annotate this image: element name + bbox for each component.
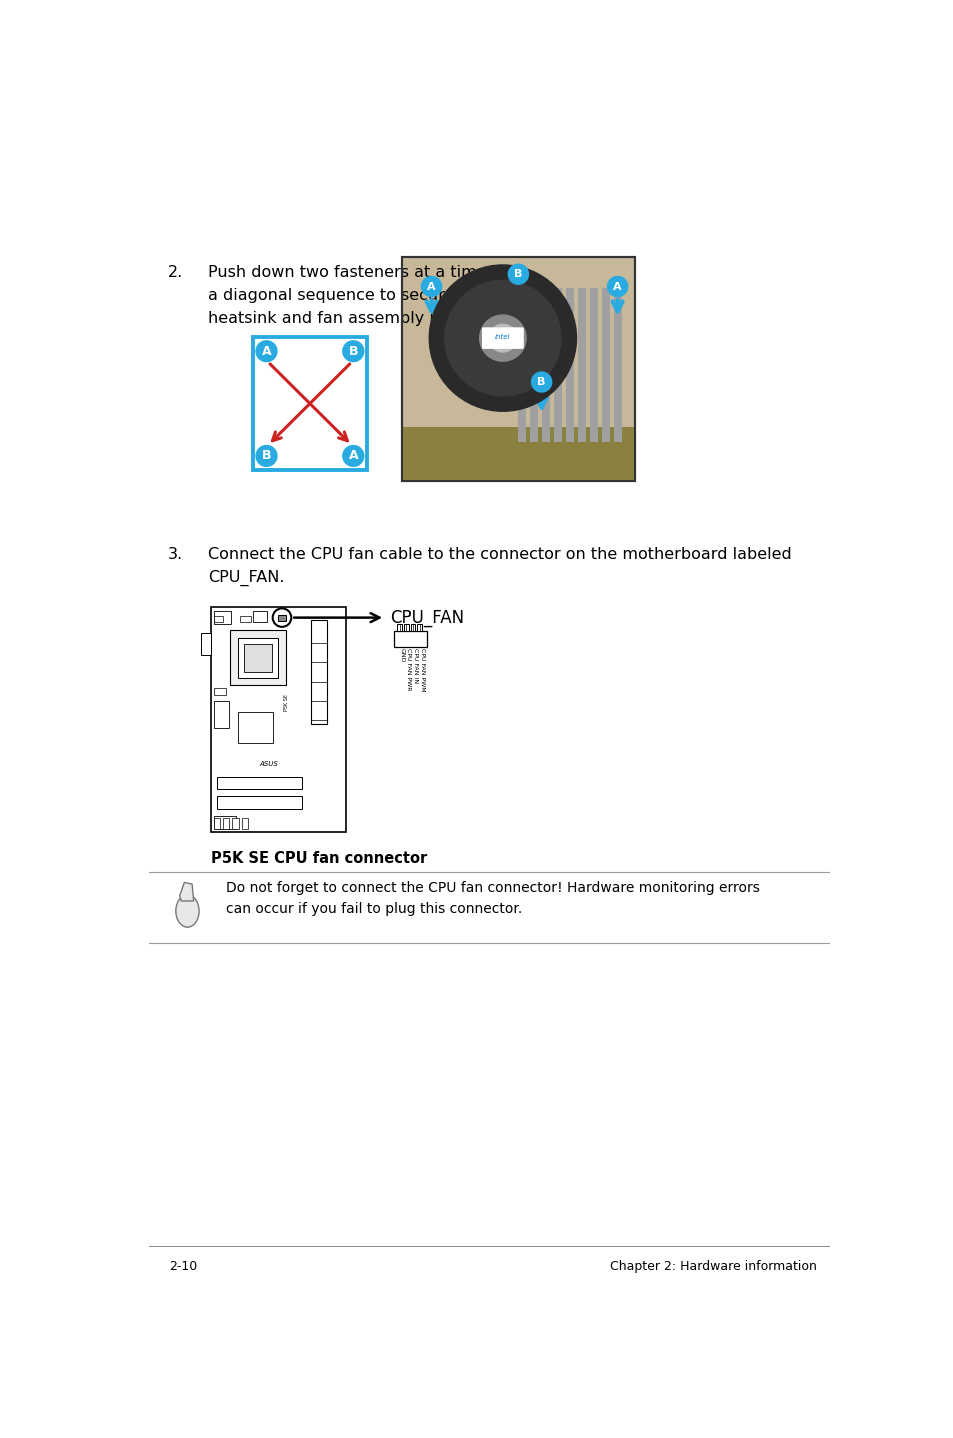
FancyBboxPatch shape <box>394 631 427 647</box>
Polygon shape <box>179 883 193 902</box>
FancyBboxPatch shape <box>578 288 585 441</box>
Circle shape <box>255 446 276 466</box>
FancyBboxPatch shape <box>253 338 367 470</box>
FancyBboxPatch shape <box>211 607 346 831</box>
FancyBboxPatch shape <box>213 817 235 828</box>
FancyBboxPatch shape <box>517 288 525 441</box>
Circle shape <box>421 276 441 296</box>
FancyBboxPatch shape <box>530 288 537 441</box>
Text: B: B <box>261 450 271 463</box>
FancyBboxPatch shape <box>216 797 302 808</box>
FancyBboxPatch shape <box>602 288 610 441</box>
FancyBboxPatch shape <box>213 687 226 695</box>
Text: CPU FAN PWR: CPU FAN PWR <box>406 649 411 690</box>
FancyBboxPatch shape <box>223 818 229 828</box>
FancyBboxPatch shape <box>397 624 402 631</box>
FancyBboxPatch shape <box>278 614 286 621</box>
Text: CPU FAN IN: CPU FAN IN <box>413 649 417 683</box>
Text: P5K SE CPU fan connector: P5K SE CPU fan connector <box>211 851 427 866</box>
Circle shape <box>508 265 528 285</box>
Text: A: A <box>261 345 271 358</box>
Text: B: B <box>514 269 522 279</box>
Text: Chapter 2: Hardware information: Chapter 2: Hardware information <box>609 1260 816 1273</box>
FancyBboxPatch shape <box>614 288 621 441</box>
FancyBboxPatch shape <box>216 777 302 789</box>
FancyBboxPatch shape <box>230 630 286 686</box>
FancyBboxPatch shape <box>481 328 523 349</box>
Ellipse shape <box>175 894 199 928</box>
FancyBboxPatch shape <box>416 624 421 631</box>
Text: Do not forget to connect the CPU fan connector! Hardware monitoring errors
can o: Do not forget to connect the CPU fan con… <box>226 881 760 916</box>
Text: P5K SE: P5K SE <box>284 693 289 710</box>
Text: 3.: 3. <box>168 546 183 562</box>
Circle shape <box>531 372 551 393</box>
Text: CPU FAN PWM: CPU FAN PWM <box>419 649 424 692</box>
FancyBboxPatch shape <box>244 644 272 672</box>
Circle shape <box>342 341 363 361</box>
Text: A: A <box>348 450 357 463</box>
Text: 2.: 2. <box>168 265 183 280</box>
Circle shape <box>444 280 560 395</box>
Text: 2-10: 2-10 <box>170 1260 197 1273</box>
FancyBboxPatch shape <box>566 288 574 441</box>
FancyBboxPatch shape <box>213 818 220 828</box>
Text: A: A <box>613 282 621 292</box>
FancyBboxPatch shape <box>404 624 408 631</box>
FancyBboxPatch shape <box>590 288 598 441</box>
FancyBboxPatch shape <box>233 818 238 828</box>
Text: Connect the CPU fan cable to the connector on the motherboard labeled
CPU_FAN.: Connect the CPU fan cable to the connect… <box>208 546 791 585</box>
Text: GND: GND <box>399 649 404 663</box>
Text: B: B <box>537 377 545 387</box>
Circle shape <box>342 446 363 466</box>
Text: Push down two fasteners at a time in
a diagonal sequence to secure the
heatsink : Push down two fasteners at a time in a d… <box>208 265 506 325</box>
Text: ASUS: ASUS <box>259 761 278 766</box>
FancyBboxPatch shape <box>402 257 634 480</box>
Circle shape <box>429 265 576 411</box>
Circle shape <box>255 341 276 361</box>
Text: intel: intel <box>495 334 510 339</box>
FancyBboxPatch shape <box>213 615 223 623</box>
Circle shape <box>479 315 525 361</box>
FancyBboxPatch shape <box>253 611 267 623</box>
FancyBboxPatch shape <box>554 288 561 441</box>
FancyBboxPatch shape <box>542 288 550 441</box>
FancyBboxPatch shape <box>311 620 327 723</box>
FancyBboxPatch shape <box>410 624 415 631</box>
FancyBboxPatch shape <box>237 637 278 677</box>
FancyBboxPatch shape <box>241 818 248 828</box>
Text: B: B <box>348 345 357 358</box>
FancyBboxPatch shape <box>402 427 634 480</box>
FancyBboxPatch shape <box>213 700 229 728</box>
Text: A: A <box>427 282 436 292</box>
FancyBboxPatch shape <box>213 611 231 624</box>
FancyBboxPatch shape <box>237 712 273 743</box>
Circle shape <box>273 608 291 627</box>
Text: CPU_FAN: CPU_FAN <box>390 608 464 627</box>
FancyBboxPatch shape <box>201 633 211 654</box>
Circle shape <box>607 276 627 296</box>
Circle shape <box>489 324 517 352</box>
FancyBboxPatch shape <box>240 615 251 623</box>
